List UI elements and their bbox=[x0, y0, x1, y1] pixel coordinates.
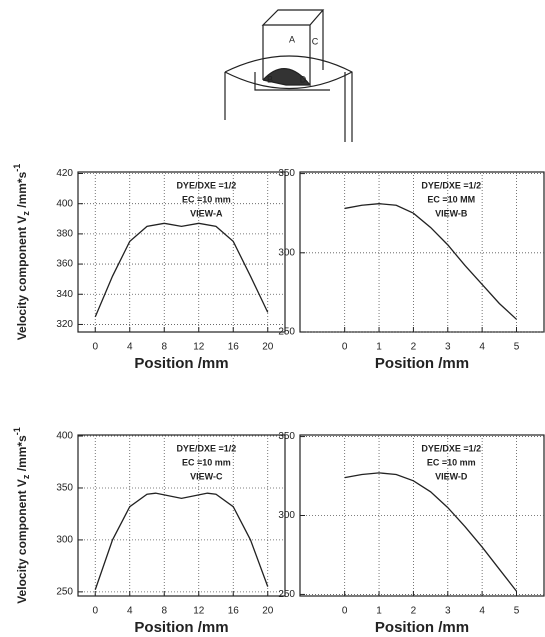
y-tick-label: 350 bbox=[278, 168, 295, 179]
y-label-sub: z bbox=[21, 211, 31, 216]
annotation: VIEW-B bbox=[435, 208, 468, 218]
x-tick-label: 16 bbox=[228, 606, 240, 617]
y-tick-label: 420 bbox=[56, 168, 73, 179]
x-tick-label: 4 bbox=[479, 342, 485, 353]
annotation: EC =10 MM bbox=[427, 194, 475, 204]
x-axis-label: Position /mm bbox=[134, 355, 228, 372]
x-tick-label: 20 bbox=[262, 342, 274, 353]
y-tick-label: 250 bbox=[56, 586, 73, 597]
annotation: EC =10 mm bbox=[182, 457, 231, 467]
annotation: VIEW-D bbox=[435, 471, 468, 481]
x-tick-label: 4 bbox=[127, 342, 133, 353]
annotation: DYE/DXE =1/2 bbox=[176, 180, 236, 190]
data-line bbox=[94, 492, 269, 590]
y-label-sup: -1 bbox=[12, 427, 22, 435]
x-tick-label: 0 bbox=[92, 342, 98, 353]
x-tick-label: 0 bbox=[342, 342, 348, 353]
y-tick-label: 250 bbox=[278, 327, 295, 338]
x-axis-label: Position /mm bbox=[375, 355, 469, 372]
y-tick-label: 250 bbox=[278, 589, 295, 600]
x-tick-label: 3 bbox=[445, 342, 451, 353]
schematic-label: B bbox=[267, 74, 273, 84]
x-tick-label: 4 bbox=[127, 606, 133, 617]
y-tick-label: 340 bbox=[56, 289, 73, 300]
plot-frame bbox=[77, 171, 286, 333]
y-tick-label: 400 bbox=[56, 431, 73, 442]
y-tick-label: 300 bbox=[278, 510, 295, 521]
x-tick-label: 5 bbox=[514, 606, 520, 617]
x-tick-label: 5 bbox=[514, 342, 520, 353]
y-tick-label: 400 bbox=[56, 198, 73, 209]
plot-frame bbox=[77, 434, 286, 597]
schematic bbox=[224, 9, 353, 142]
annotation: DYE/DXE =1/2 bbox=[421, 443, 481, 453]
x-axis-label: Position /mm bbox=[134, 619, 228, 636]
x-axis-label: Position /mm bbox=[375, 619, 469, 636]
annotation: DYE/DXE =1/2 bbox=[176, 443, 236, 453]
annotation: DYE/DXE =1/2 bbox=[421, 180, 481, 190]
x-tick-label: 16 bbox=[228, 342, 240, 353]
y-tick-label: 300 bbox=[278, 247, 295, 258]
schematic-label: A bbox=[289, 34, 295, 44]
data-line bbox=[94, 222, 269, 318]
y-tick-label: 350 bbox=[56, 483, 73, 494]
y-label-main: Velocity component V bbox=[15, 479, 29, 604]
x-tick-label: 1 bbox=[376, 342, 382, 353]
x-tick-label: 0 bbox=[92, 606, 98, 617]
y-label-unit: /mm*s bbox=[15, 435, 29, 475]
y-label-unit: /mm*s bbox=[15, 171, 29, 211]
x-tick-label: 8 bbox=[161, 606, 167, 617]
x-tick-label: 2 bbox=[411, 342, 417, 353]
x-tick-label: 1 bbox=[376, 606, 382, 617]
x-tick-label: 3 bbox=[445, 606, 451, 617]
y-label-sub: z bbox=[21, 474, 31, 479]
y-label-sup: -1 bbox=[12, 164, 22, 172]
annotation: EC =10 mm bbox=[182, 194, 231, 204]
y-tick-label: 380 bbox=[56, 229, 73, 240]
x-tick-label: 20 bbox=[262, 606, 274, 617]
x-tick-label: 2 bbox=[411, 606, 417, 617]
y-axis-label: Velocity component Vz /mm*s-1 bbox=[12, 427, 31, 604]
y-label-main: Velocity component V bbox=[15, 216, 29, 341]
x-tick-label: 12 bbox=[193, 606, 205, 617]
y-tick-label: 360 bbox=[56, 259, 73, 270]
y-tick-label: 300 bbox=[56, 535, 73, 546]
schematic-label: C bbox=[312, 36, 319, 46]
data-line bbox=[344, 472, 518, 592]
annotation: EC =10 mm bbox=[427, 457, 476, 467]
annotation: VIEW-C bbox=[190, 471, 223, 481]
y-tick-label: 350 bbox=[278, 431, 295, 442]
x-tick-label: 8 bbox=[161, 342, 167, 353]
plot-frame bbox=[299, 171, 545, 333]
x-tick-label: 0 bbox=[342, 606, 348, 617]
y-axis-label: Velocity component Vz /mm*s-1 bbox=[12, 164, 31, 341]
y-tick-label: 320 bbox=[56, 319, 73, 330]
x-tick-label: 12 bbox=[193, 342, 205, 353]
data-line bbox=[344, 203, 517, 320]
annotation: VIEW-A bbox=[190, 208, 223, 218]
schematic-label: D bbox=[300, 74, 307, 84]
x-tick-label: 4 bbox=[479, 606, 485, 617]
